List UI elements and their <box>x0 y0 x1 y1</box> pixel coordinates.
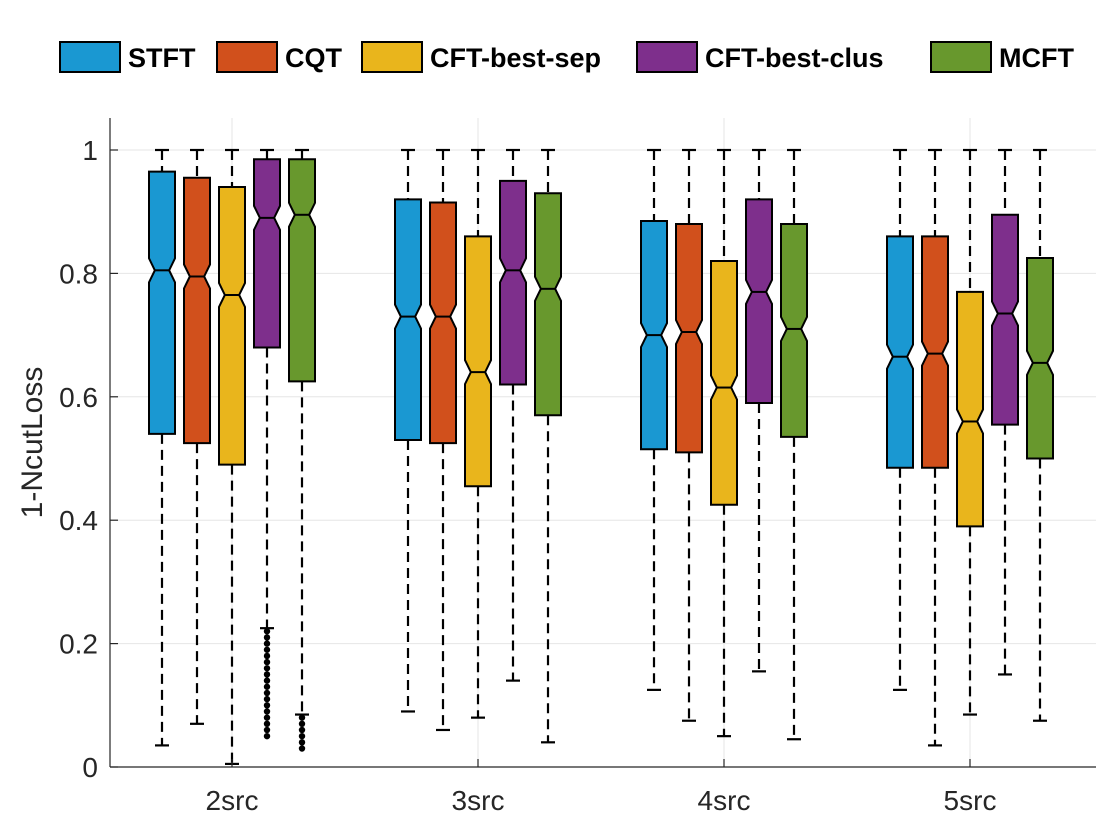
outlier-cft-best-clus-2src-12 <box>263 658 271 666</box>
outlier-mcft-2src-0 <box>298 745 306 752</box>
box-mcft-3src <box>534 192 562 417</box>
outlier-cft-best-clus-2src-6 <box>263 695 271 703</box>
outlier-cft-best-clus-2src-5 <box>263 702 271 709</box>
outlier-cft-best-clus-2src-7 <box>263 689 271 697</box>
box-cft-best-sep-2src <box>218 186 246 466</box>
legend-swatch-cft-best-clus <box>636 41 698 73</box>
outlier-cft-best-clus-2src-17 <box>263 628 271 635</box>
axis-layer: 0 0.2 0.4 0.6 0.8 1 2src 3src 4src 5src 1-NcutLoss <box>16 118 1096 816</box>
y-axis-label: 1-NcutLoss <box>16 367 49 519</box>
legend-label-cqt: CQT <box>285 43 343 73</box>
box-cft-best-clus-3src <box>499 179 527 386</box>
x-tick-label-4src: 4src <box>698 785 751 816</box>
box-cqt-3src <box>429 201 457 445</box>
outlier-cft-best-clus-2src-3 <box>263 714 271 721</box>
box-stft-3src <box>394 198 422 441</box>
y-tick-label-2: 0.4 <box>59 505 98 536</box>
outlier-cft-best-clus-2src-8 <box>263 683 271 690</box>
outlier-mcft-2src-1 <box>298 739 306 746</box>
x-tick-label-5src: 5src <box>944 785 997 816</box>
legend-label-stft: STFT <box>128 43 196 73</box>
y-tick-label-4: 0.8 <box>59 258 98 289</box>
outlier-cft-best-clus-2src-1 <box>263 726 271 734</box>
outlier-cft-best-clus-2src-13 <box>263 652 271 660</box>
legend-label-mcft: MCFT <box>999 43 1074 73</box>
y-tick-label-5: 1 <box>82 135 98 166</box>
y-tick-label-0: 0 <box>82 752 98 783</box>
outlier-mcft-2src-5 <box>298 714 306 721</box>
box-stft-2src <box>148 170 176 435</box>
outlier-cft-best-clus-2src-2 <box>263 720 271 728</box>
outlier-mcft-2src-3 <box>298 726 306 734</box>
y-tick-label-3: 0.6 <box>59 382 98 413</box>
box-cqt-5src <box>921 235 949 469</box>
box-cqt-4src <box>675 223 703 454</box>
outlier-cft-best-clus-2src-10 <box>263 671 271 678</box>
box-mcft-2src <box>288 158 316 383</box>
box-stft-5src <box>886 235 914 469</box>
box-layer <box>148 148 1054 766</box>
legend-label-cft-best-sep: CFT-best-sep <box>430 43 601 73</box>
outlier-cft-best-clus-2src-0 <box>263 732 271 740</box>
box-cft-best-clus-4src <box>745 198 773 404</box>
outlier-cft-best-clus-2src-11 <box>263 665 271 672</box>
box-cqt-2src <box>183 176 211 445</box>
box-cft-best-clus-5src <box>991 213 1019 426</box>
box-mcft-4src <box>780 223 808 438</box>
y-tick-label-1: 0.2 <box>59 629 98 660</box>
box-mcft-5src <box>1026 256 1054 460</box>
outlier-cft-best-clus-2src-14 <box>263 646 271 653</box>
box-cft-best-sep-5src <box>956 290 984 528</box>
legend-swatch-cft-best-sep <box>361 41 423 73</box>
x-tick-label-2src: 2src <box>206 785 259 816</box>
outlier-cft-best-clus-2src-9 <box>263 677 271 684</box>
legend-swatch-stft <box>59 41 121 73</box>
outlier-cft-best-clus-2src-15 <box>263 640 271 647</box>
legend-swatch-cqt <box>216 41 278 73</box>
box-cft-best-sep-4src <box>710 260 738 506</box>
box-cft-best-sep-3src <box>464 235 492 488</box>
box-cft-best-clus-2src <box>253 158 281 349</box>
outlier-mcft-2src-4 <box>298 720 306 728</box>
outlier-cft-best-clus-2src-16 <box>263 634 271 641</box>
legend-swatch-mcft <box>930 41 992 73</box>
outlier-cft-best-clus-2src-4 <box>263 708 271 715</box>
legend: STFT CQT CFT-best-sep CFT-best-clus MCFT <box>59 41 1074 73</box>
outlier-mcft-2src-2 <box>298 732 306 740</box>
legend-label-cft-best-clus: CFT-best-clus <box>705 43 884 73</box>
x-tick-label-3src: 3src <box>452 785 505 816</box>
